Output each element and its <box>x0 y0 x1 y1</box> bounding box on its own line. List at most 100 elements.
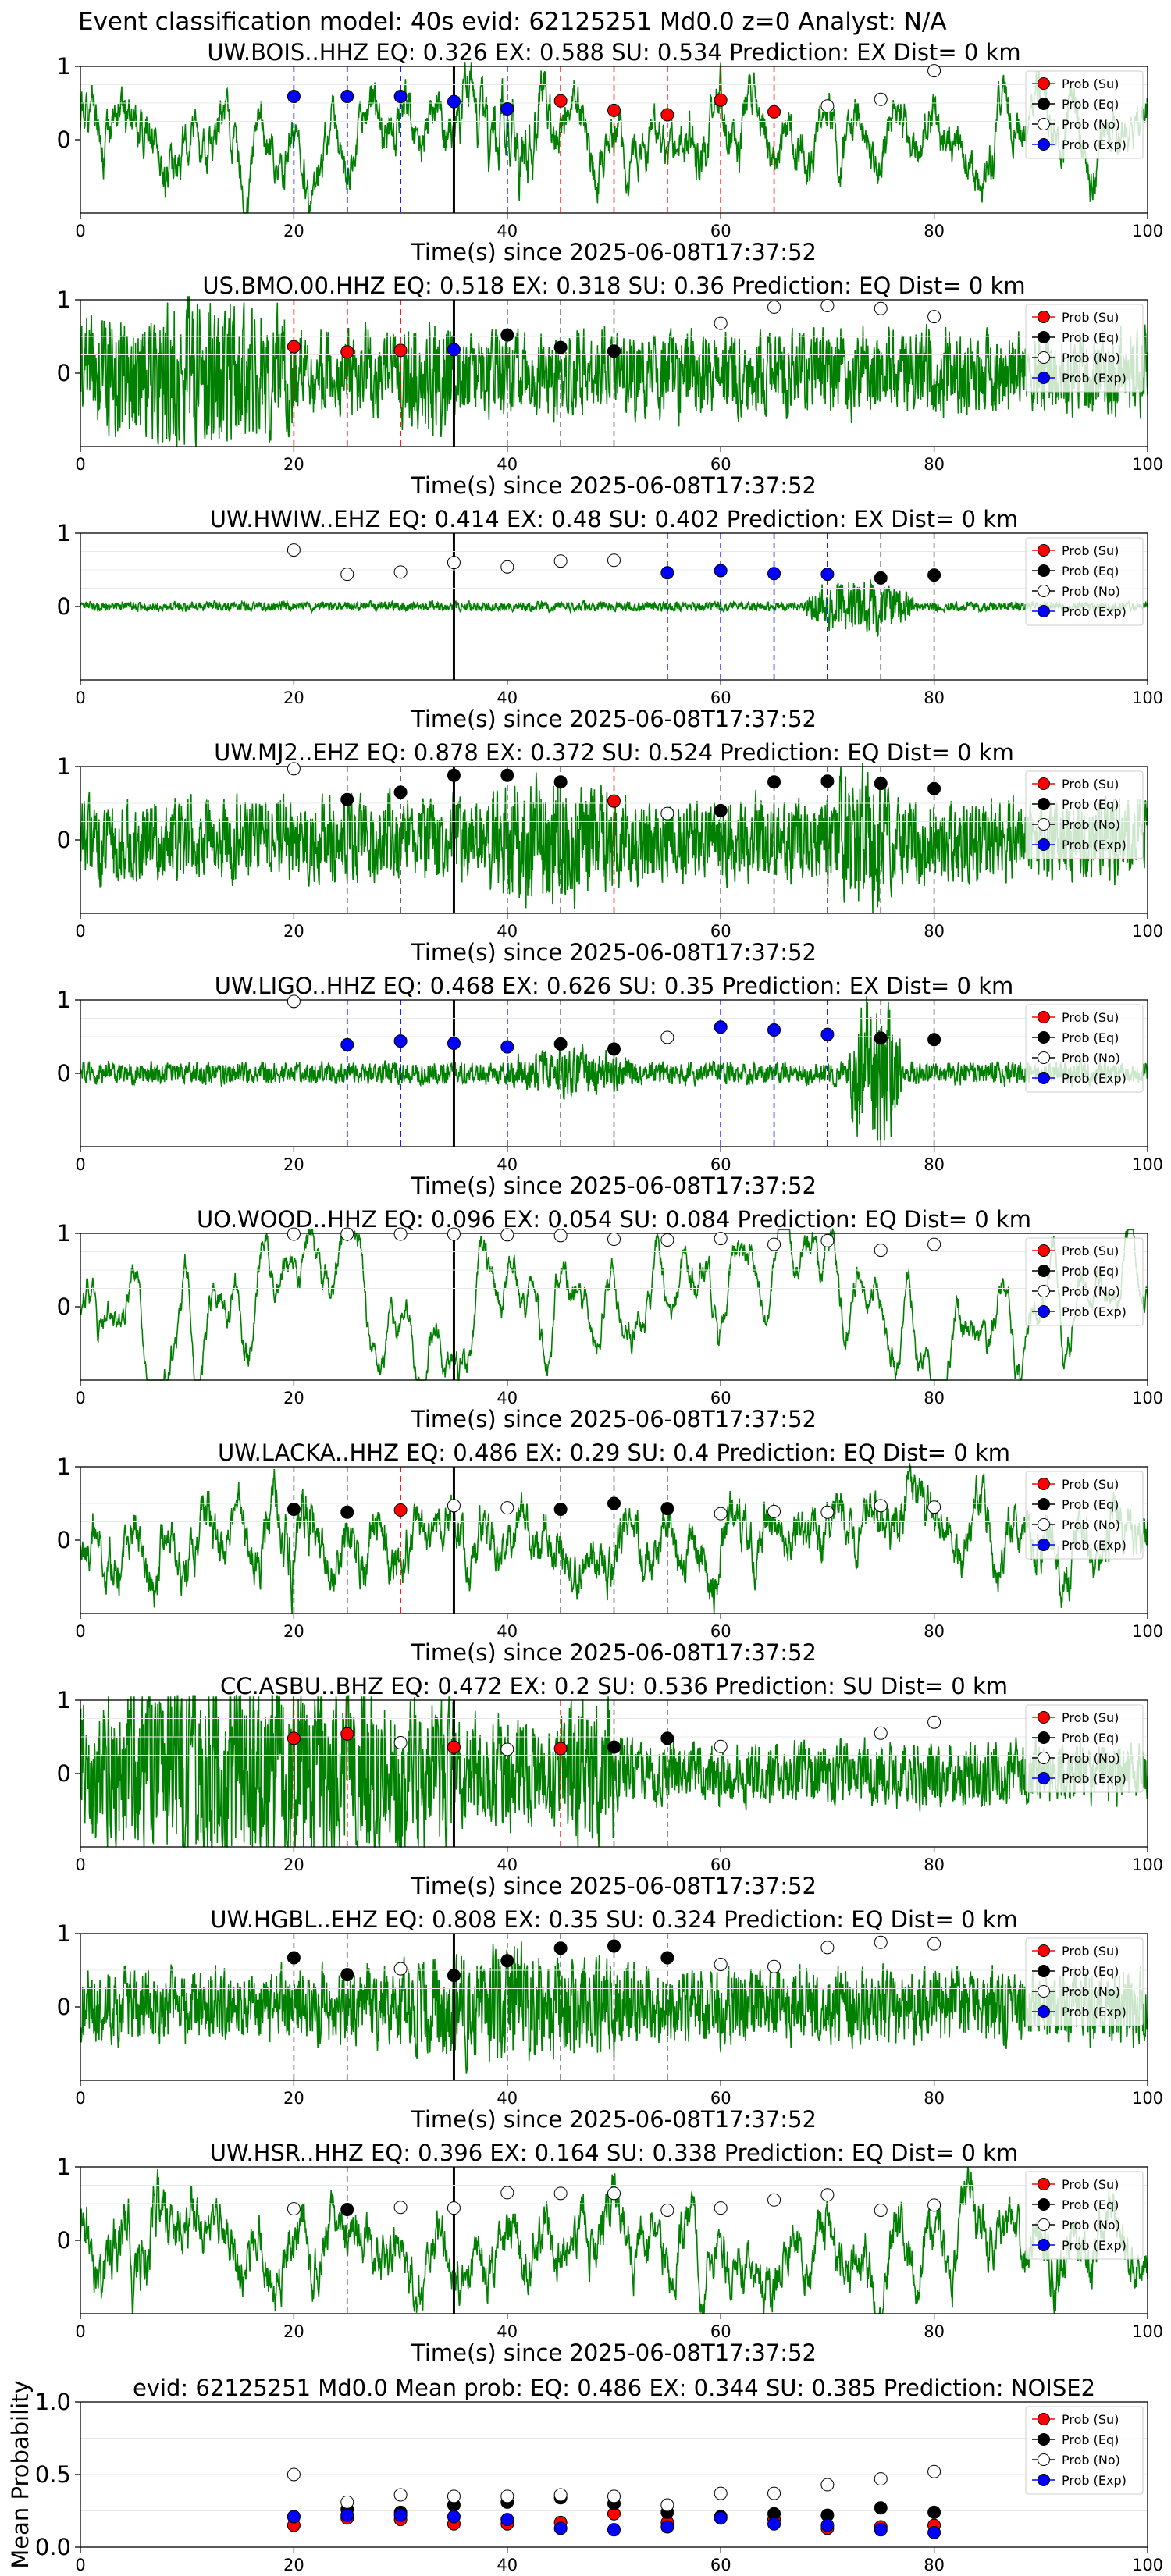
legend-label-eq: Prob (Eq) <box>1062 1497 1119 1512</box>
prob-point-exp <box>340 1037 354 1051</box>
legend-marker-su <box>1038 1244 1050 1257</box>
x-tick-label: 100 <box>1132 455 1163 474</box>
x-tick-label: 80 <box>924 922 945 941</box>
prob-point-su <box>287 340 301 354</box>
mean-point-exp <box>553 2521 568 2535</box>
prob-point-no <box>287 1227 301 1241</box>
prob-point-no <box>767 1504 781 1518</box>
prob-point-exp <box>340 90 354 104</box>
legend-box-8 <box>1025 1937 1144 2026</box>
legend-marker-su <box>1038 77 1050 90</box>
prob-point-eq <box>340 1505 354 1519</box>
y-tick-label: 0 <box>57 1760 71 1787</box>
prob-point-exp <box>447 343 461 357</box>
mean-point-exp <box>874 2523 888 2537</box>
legend-label-no: Prob (No) <box>1062 1984 1120 1999</box>
station-panel-9: 0 20 40 60 80 100 0 1 UW.HGBL..EHZ EQ: 0.808 EX:… <box>57 1906 1164 2133</box>
x-tick-label: 60 <box>710 455 731 474</box>
prob-point-no <box>660 1030 674 1044</box>
prob-point-su <box>393 343 408 358</box>
legend-label-no: Prob (No) <box>1062 117 1120 132</box>
axes-title-10: evid: 62125251 Md0.0 Mean prob: EQ: 0.48… <box>133 2375 1095 2401</box>
prob-point-no <box>660 2203 674 2217</box>
x-tick-label: 20 <box>283 1389 304 1407</box>
legend-marker-exp <box>1038 1072 1050 1084</box>
prob-point-no <box>447 2201 461 2215</box>
prob-point-su <box>340 345 354 359</box>
x-tick-label: 100 <box>1132 1389 1163 1407</box>
legend-marker-exp <box>1038 838 1050 851</box>
prob-point-eq <box>767 775 781 789</box>
axes-title-1: US.BMO.00.HHZ EQ: 0.518 EX: 0.318 SU: 0.… <box>202 272 1025 299</box>
x-tick-label: 40 <box>497 1155 518 1174</box>
axes-frame-5 <box>80 1233 1148 1381</box>
station-panel-1: 0 20 40 60 80 100 0 1 UW.BOIS..HHZ EQ: 0.326 EX:… <box>57 39 1164 265</box>
y-tick-label: 1 <box>57 1920 71 1947</box>
mean-point-eq <box>927 2505 941 2519</box>
x-tick-label: 60 <box>710 1622 731 1641</box>
mean-point-no <box>874 2472 888 2486</box>
prob-point-eq <box>500 1954 514 1968</box>
y-tick-label: 0 <box>57 126 71 153</box>
x-tick-label: 20 <box>283 2556 304 2574</box>
mean-point-no <box>607 2489 621 2503</box>
legend-label-eq: Prob (Eq) <box>1062 797 1119 812</box>
x-tick-label: 20 <box>283 455 304 474</box>
x-axis-label-5: Time(s) since 2025-06-08T17:37:52 <box>411 1406 817 1432</box>
prob-point-no <box>767 1237 781 1251</box>
prob-point-no <box>500 2186 514 2200</box>
axes-title-3: UW.MJ2..EHZ EQ: 0.878 EX: 0.372 SU: 0.52… <box>214 739 1014 766</box>
mean-point-exp <box>500 2513 514 2527</box>
legend-label-no: Prob (No) <box>1062 1284 1120 1299</box>
station-panel-5: 0 20 40 60 80 100 0 1 UW.LIGO..HHZ EQ: 0.468 EX:… <box>57 973 1164 1199</box>
mean-point-exp <box>607 2523 621 2537</box>
x-tick-label: 20 <box>283 1856 304 1874</box>
y-tick-label: 0.5 <box>35 2461 71 2488</box>
mean-point-exp <box>714 2511 728 2525</box>
legend-label-eq: Prob (Eq) <box>1062 1964 1119 1979</box>
legend-box-10 <box>1025 2406 1144 2495</box>
legend-label-exp: Prob (Exp) <box>1062 1304 1127 1319</box>
prob-point-no <box>874 2203 888 2217</box>
y-tick-label: 0 <box>57 1994 71 2020</box>
prob-point-eq <box>660 1731 674 1745</box>
prob-point-no <box>714 316 728 330</box>
prob-point-no <box>447 1227 461 1241</box>
prob-point-no <box>927 2198 941 2212</box>
x-tick-label: 80 <box>924 688 945 707</box>
x-tick-label: 0 <box>75 1155 85 1174</box>
legend-marker-eq <box>1038 2433 1050 2446</box>
prob-point-eq <box>874 777 888 791</box>
x-axis-label-9: Time(s) since 2025-06-08T17:37:52 <box>411 2339 817 2366</box>
legend-label-exp: Prob (Exp) <box>1062 1538 1127 1553</box>
legend-box-6 <box>1025 1471 1144 1560</box>
station-panel-4: 0 20 40 60 80 100 0 1 UW.MJ2..EHZ EQ: 0.878 EX: … <box>57 739 1164 966</box>
x-tick-label: 80 <box>924 2322 945 2341</box>
x-tick-label: 100 <box>1132 1155 1163 1174</box>
legend-marker-su <box>1038 1944 1050 1957</box>
prob-point-eq <box>553 1941 568 1955</box>
prob-point-su <box>553 1742 568 1756</box>
legend-label-exp: Prob (Exp) <box>1062 1771 1127 1786</box>
prob-point-no <box>393 1227 408 1241</box>
x-axis-label-1: Time(s) since 2025-06-08T17:37:52 <box>411 472 817 499</box>
x-tick-label: 40 <box>497 922 518 941</box>
legend-marker-su <box>1038 777 1050 790</box>
station-panel-2: 0 20 40 60 80 100 0 1 US.BMO.00.HHZ EQ: 0.518 EX… <box>57 272 1164 499</box>
prob-point-eq <box>927 781 941 795</box>
y-tick-label: 0 <box>57 360 71 386</box>
mean-point-exp <box>287 2510 301 2524</box>
legend-label-exp: Prob (Exp) <box>1062 2473 1127 2488</box>
legend-label-no: Prob (No) <box>1062 2453 1120 2467</box>
prob-point-exp <box>447 94 461 109</box>
prob-point-exp <box>714 1020 728 1034</box>
axes-title-8: UW.HGBL..EHZ EQ: 0.808 EX: 0.35 SU: 0.32… <box>210 1906 1018 1933</box>
prob-point-no <box>393 565 408 579</box>
prob-point-no <box>767 1959 781 1973</box>
waveform-trace-8 <box>80 1941 1148 2074</box>
legend-marker-su <box>1038 311 1050 323</box>
prob-point-no <box>874 301 888 315</box>
legend-marker-su <box>1038 2178 1050 2190</box>
x-axis-label-3: Time(s) since 2025-06-08T17:37:52 <box>411 939 817 966</box>
x-tick-label: 40 <box>497 455 518 474</box>
